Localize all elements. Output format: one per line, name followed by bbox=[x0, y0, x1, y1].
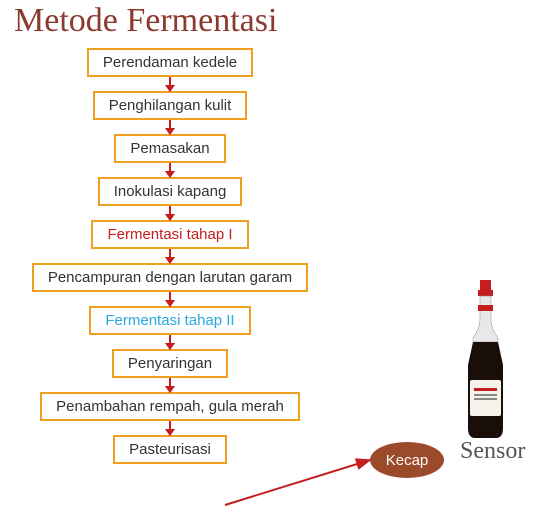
step-box-2: Pemasakan bbox=[114, 134, 225, 163]
step-box-6: Fermentasi tahap II bbox=[89, 306, 250, 335]
step-box-5: Pencampuran dengan larutan garam bbox=[32, 263, 308, 292]
flow-arrow-6 bbox=[169, 335, 171, 349]
flow-arrow-8 bbox=[169, 421, 171, 435]
flow-arrow-0 bbox=[169, 77, 171, 91]
flow-arrow-3 bbox=[169, 206, 171, 220]
flowchart: Perendaman kedele Penghilangan kulit Pemas… bbox=[0, 48, 340, 464]
flow-arrow-1 bbox=[169, 120, 171, 134]
flow-arrow-2 bbox=[169, 163, 171, 177]
sensor-label: Sensor bbox=[460, 438, 525, 465]
step-box-7: Penyaringan bbox=[112, 349, 228, 378]
step-box-4: Fermentasi tahap I bbox=[91, 220, 248, 249]
step-box-9: Pasteurisasi bbox=[113, 435, 227, 464]
step-box-0: Perendaman kedele bbox=[87, 48, 253, 77]
flow-arrow-5 bbox=[169, 292, 171, 306]
step-box-8: Penambahan rempah, gula merah bbox=[40, 392, 300, 421]
page-title: Metode Fermentasi bbox=[14, 2, 277, 40]
step-box-1: Penghilangan kulit bbox=[93, 91, 248, 120]
step-box-3: Inokulasi kapang bbox=[98, 177, 243, 206]
flow-arrow-7 bbox=[169, 378, 171, 392]
flow-arrow-4 bbox=[169, 249, 171, 263]
result-oval-label: Kecap bbox=[386, 452, 429, 469]
bottle-illustration bbox=[458, 280, 513, 440]
result-oval: Kecap bbox=[370, 442, 444, 478]
